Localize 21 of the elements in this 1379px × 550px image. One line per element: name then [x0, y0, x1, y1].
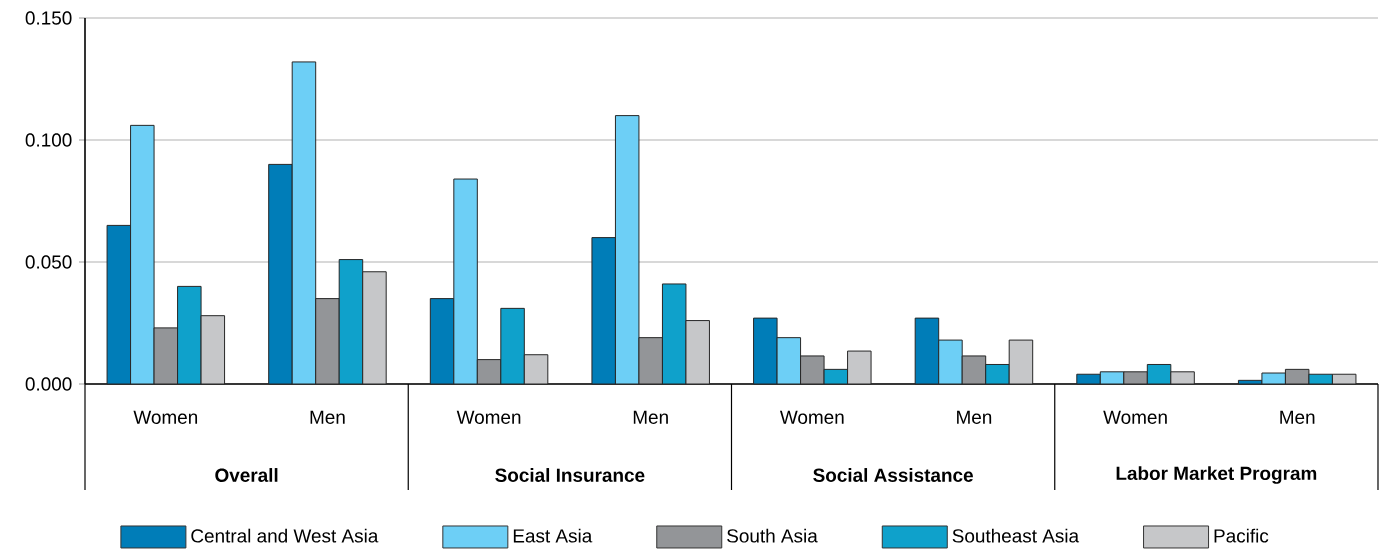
y-tick-label: 0.050	[25, 255, 72, 269]
text: Social Insurance	[495, 468, 645, 482]
y-tick-label: 0.100	[25, 133, 72, 147]
x-tick-label: Men	[310, 410, 345, 424]
legend-label: Southeast Asia	[952, 528, 1080, 543]
x-tick-label: Women	[1103, 410, 1167, 424]
x-tick-label: Men	[957, 410, 992, 424]
text: Social Assistance	[813, 468, 973, 482]
legend-label: South Asia	[727, 528, 818, 543]
legend-label: East Asia	[513, 528, 593, 543]
text: Labor Market Program	[1116, 466, 1317, 484]
x-tick-label: Women	[779, 410, 844, 424]
legend-label: Central and West Asia	[191, 528, 379, 543]
y-tick-label: 0.150	[25, 11, 72, 25]
y-tick-label: 0.000	[25, 377, 72, 391]
text: Overall	[215, 468, 278, 482]
legend-label: Pacific	[1214, 528, 1269, 543]
x-tick-label: Women	[133, 410, 198, 424]
x-tick-label: Men	[633, 410, 668, 424]
x-tick-label: Men	[1280, 410, 1315, 424]
x-tick-label: Women	[456, 410, 521, 424]
